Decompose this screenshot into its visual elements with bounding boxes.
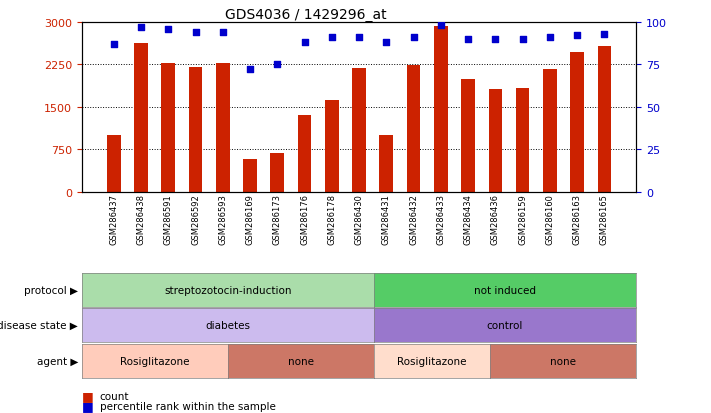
Point xyxy=(272,62,283,68)
Point xyxy=(490,36,501,43)
Text: not induced: not induced xyxy=(474,285,536,295)
Text: diabetes: diabetes xyxy=(205,320,250,330)
Point xyxy=(299,40,310,46)
Point xyxy=(435,23,447,29)
Bar xyxy=(570,52,584,192)
Point xyxy=(462,36,474,43)
Text: protocol ▶: protocol ▶ xyxy=(24,285,78,295)
Point xyxy=(544,35,555,41)
Text: Rosiglitazone: Rosiglitazone xyxy=(397,356,467,366)
Point xyxy=(408,35,419,41)
Point xyxy=(217,30,228,36)
Text: disease state ▶: disease state ▶ xyxy=(0,320,78,330)
Point xyxy=(517,36,528,43)
Point xyxy=(108,41,119,48)
Text: percentile rank within the sample: percentile rank within the sample xyxy=(100,401,275,411)
Point xyxy=(135,24,146,31)
Text: ■: ■ xyxy=(82,389,94,402)
Point xyxy=(326,35,338,41)
Text: none: none xyxy=(550,356,577,366)
Bar xyxy=(270,154,284,192)
Point xyxy=(163,26,174,33)
Point xyxy=(380,40,392,46)
Point xyxy=(245,67,256,74)
Bar xyxy=(352,69,366,192)
Bar xyxy=(188,68,203,192)
Text: Rosiglitazone: Rosiglitazone xyxy=(120,356,190,366)
Text: agent ▶: agent ▶ xyxy=(37,356,78,366)
Bar xyxy=(597,47,611,192)
Text: control: control xyxy=(487,320,523,330)
Bar xyxy=(380,135,393,192)
Text: ■: ■ xyxy=(82,399,94,412)
Text: none: none xyxy=(288,356,314,366)
Bar xyxy=(488,89,502,192)
Bar xyxy=(298,116,311,192)
Bar xyxy=(107,135,121,192)
Bar xyxy=(161,63,175,192)
Bar xyxy=(325,101,338,192)
Text: streptozotocin-induction: streptozotocin-induction xyxy=(164,285,292,295)
Bar xyxy=(543,70,557,192)
Bar xyxy=(461,80,475,192)
Text: count: count xyxy=(100,391,129,401)
Bar xyxy=(515,89,530,192)
Bar xyxy=(243,159,257,192)
Point xyxy=(599,31,610,38)
Point xyxy=(353,35,365,41)
Bar xyxy=(434,27,448,192)
Bar xyxy=(216,64,230,192)
Bar xyxy=(407,66,420,192)
Point xyxy=(572,33,583,40)
Bar xyxy=(134,44,148,192)
Text: GDS4036 / 1429296_at: GDS4036 / 1429296_at xyxy=(225,8,387,22)
Point xyxy=(190,30,201,36)
